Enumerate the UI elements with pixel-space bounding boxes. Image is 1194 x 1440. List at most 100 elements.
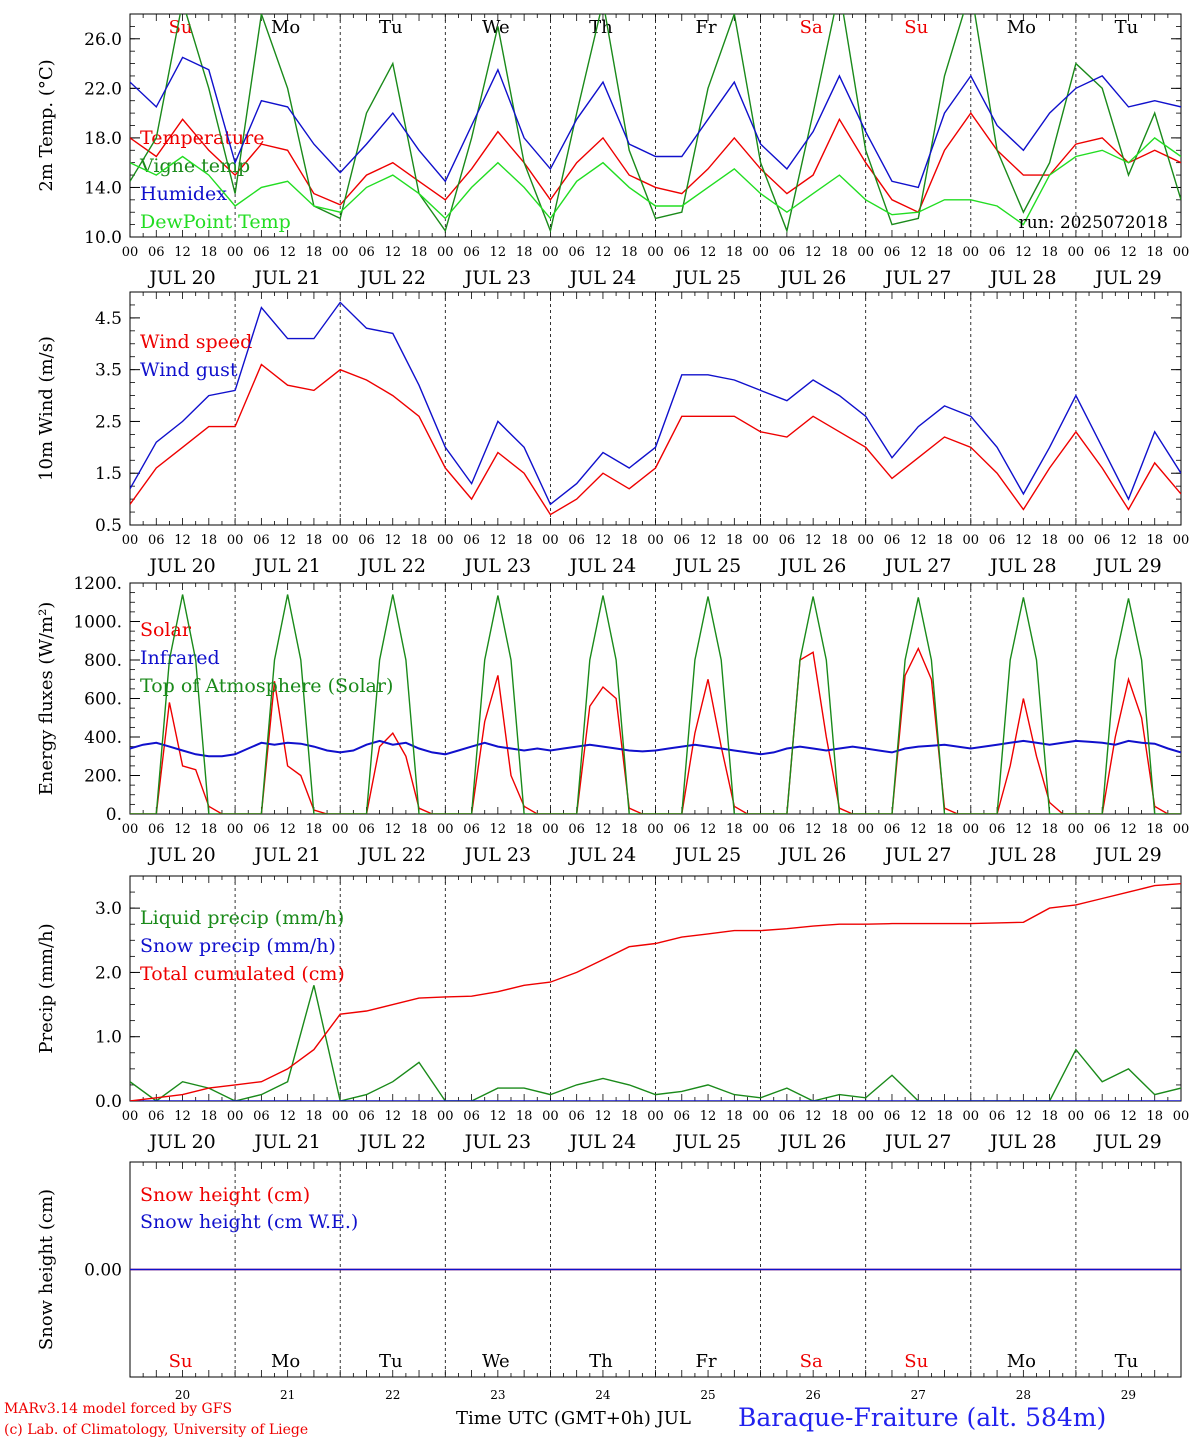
legend-entry: Vigne temp: [139, 155, 250, 177]
hour-label: 00: [647, 822, 664, 837]
y-tick-label: 3.5: [95, 361, 122, 381]
date-label: JUL 24: [568, 1131, 636, 1153]
hour-label: 00: [963, 245, 980, 260]
hour-label: 12: [174, 822, 191, 837]
hour-label: 00: [857, 245, 874, 260]
hour-label: 00: [227, 533, 244, 548]
hour-label: 12: [805, 533, 822, 548]
hour-label: 00: [437, 822, 454, 837]
weekday-label: Fr: [696, 17, 717, 38]
weekday-label: Tu: [1115, 17, 1139, 38]
hour-label: 00: [122, 822, 139, 837]
weekday-label: Su: [169, 1351, 193, 1372]
y-tick-label: 10.0: [84, 228, 122, 248]
hour-label: 18: [831, 245, 848, 260]
series-line-wind-gust: [130, 301, 1181, 506]
legend-entry: Snow precip (mm/h): [140, 935, 336, 957]
y-tick-label: 22.0: [84, 79, 122, 99]
hour-label: 00: [542, 1109, 559, 1124]
hour-label: 18: [411, 822, 428, 837]
y-tick-label: 4.5: [95, 309, 122, 329]
hour-label: 18: [306, 1109, 323, 1124]
hour-label: 06: [463, 1109, 480, 1124]
date-label: JUL 21: [252, 844, 320, 866]
hour-label: 00: [332, 822, 349, 837]
legend-entry: Solar: [140, 619, 192, 641]
date-label: JUL 29: [1093, 1131, 1161, 1153]
weekday-label: We: [482, 1351, 510, 1372]
hour-label: 12: [910, 245, 927, 260]
hour-label: 06: [779, 533, 796, 548]
hour-label: 06: [358, 533, 375, 548]
hour-label: 06: [989, 1109, 1006, 1124]
hour-label: 18: [621, 245, 638, 260]
series-line-vigne-temp: [130, 14, 1181, 234]
y-tick-label: 3.0: [95, 899, 122, 919]
hour-label: 00: [752, 1109, 769, 1124]
weekday-label: Su: [904, 1351, 928, 1372]
weekday-label: Su: [169, 17, 193, 38]
hour-label: 18: [516, 533, 533, 548]
y-tick-label: 0.0: [95, 1092, 122, 1112]
hour-label: 00: [1068, 822, 1085, 837]
y-tick-label: 1.0: [95, 1028, 122, 1048]
hour-label: 12: [174, 533, 191, 548]
hour-label: 18: [1041, 245, 1058, 260]
legend-entry: Total cumulated (cm): [140, 963, 345, 985]
legend-entry: Snow height (cm W.E.): [140, 1211, 358, 1233]
weekday-label: We: [482, 17, 510, 38]
hour-label: 12: [490, 822, 507, 837]
hour-label: 00: [1068, 1109, 1085, 1124]
weekday-label: Mo: [1007, 1351, 1036, 1372]
hour-label: 18: [1146, 1109, 1163, 1124]
legend-entry: Snow height (cm): [140, 1184, 310, 1206]
hour-label: 00: [437, 1109, 454, 1124]
legend-entry: Top of Atmosphere (Solar): [140, 675, 393, 697]
day-of-month-label: 21: [280, 1388, 295, 1402]
hour-label: 00: [752, 245, 769, 260]
hour-label: 12: [700, 1109, 717, 1124]
hour-label: 00: [1068, 245, 1085, 260]
day-of-month-label: 24: [595, 1388, 611, 1402]
y-axis-label: Energy fluxes (W/m²): [36, 602, 57, 796]
hour-label: 12: [910, 1109, 927, 1124]
hour-label: 00: [752, 533, 769, 548]
hour-label: 18: [516, 822, 533, 837]
hour-label: 00: [647, 245, 664, 260]
day-of-month-label: 25: [700, 1388, 715, 1402]
date-label: JUL 27: [883, 267, 951, 289]
hour-label: 12: [805, 245, 822, 260]
day-of-month-label: 27: [911, 1388, 926, 1402]
hour-label: 00: [542, 822, 559, 837]
hour-label: 18: [1146, 533, 1163, 548]
date-label: JUL 24: [568, 267, 636, 289]
hour-label: 18: [1146, 822, 1163, 837]
hour-label: 06: [463, 245, 480, 260]
legend-entry: DewPoint Temp: [140, 211, 291, 233]
hour-label: 12: [700, 245, 717, 260]
hour-label: 00: [647, 1109, 664, 1124]
hour-label: 00: [752, 822, 769, 837]
hour-label: 06: [148, 1109, 165, 1124]
hour-label: 00: [963, 822, 980, 837]
y-tick-label: 1200.: [73, 574, 122, 594]
series-line-humidex: [130, 56, 1181, 189]
hour-label: 12: [1120, 822, 1137, 837]
date-label: JUL 21: [252, 1131, 320, 1153]
hour-label: 06: [253, 533, 270, 548]
date-label: JUL 24: [568, 844, 636, 866]
hour-label: 00: [857, 1109, 874, 1124]
hour-label: 18: [516, 245, 533, 260]
y-tick-label: 2.5: [95, 412, 122, 432]
weekday-label: Mo: [271, 1351, 300, 1372]
date-label: JUL 20: [147, 267, 215, 289]
hour-label: 06: [358, 245, 375, 260]
hour-label: 12: [279, 822, 296, 837]
hour-label: 06: [884, 245, 901, 260]
hour-label: 00: [437, 533, 454, 548]
date-label: JUL 28: [988, 844, 1056, 866]
hour-label: 12: [1120, 245, 1137, 260]
date-label: JUL 20: [147, 844, 215, 866]
weekday-label: Th: [589, 1351, 613, 1372]
